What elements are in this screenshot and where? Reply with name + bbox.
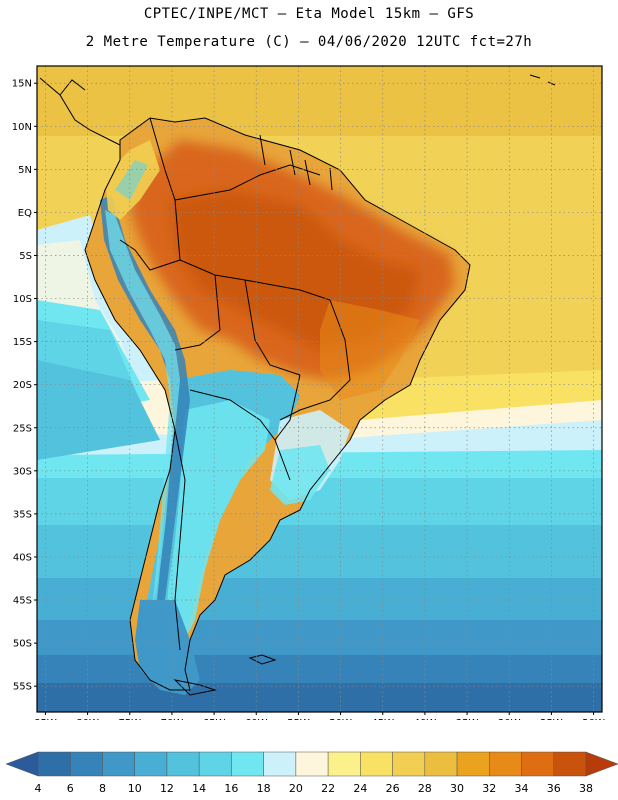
legend-swatch	[295, 751, 329, 777]
legend-label: 32	[482, 782, 496, 795]
lat-label: 5N	[18, 165, 32, 176]
legend-swatch	[424, 751, 458, 777]
legend-swatch	[392, 751, 426, 777]
lon-label: 85W	[34, 718, 57, 720]
title-line-2: 2 Metre Temperature (C) – 04/06/2020 12U…	[85, 34, 533, 50]
legend-label: 30	[450, 782, 464, 795]
legend-label: 4	[35, 782, 42, 795]
legend-label: 18	[257, 782, 271, 795]
lon-label: 55W	[287, 718, 310, 720]
legend-swatch	[521, 751, 555, 777]
lat-label: 55S	[13, 682, 32, 693]
lon-label: 80W	[76, 718, 99, 720]
legend-label: 36	[547, 782, 561, 795]
longitude-labels: 85W 80W 75W 70W 65W 60W 55W 50W 45W 40W 35W 30W 25W 2…	[34, 712, 605, 720]
legend-label: 14	[192, 782, 206, 795]
temperature-field	[37, 66, 602, 712]
legend-label: 12	[160, 782, 174, 795]
lon-label: 25W	[540, 718, 563, 720]
legend-label: 10	[128, 782, 142, 795]
lat-label: 15S	[13, 337, 32, 348]
lat-label: 10N	[12, 122, 32, 133]
legend-swatch	[489, 751, 522, 777]
legend-swatch	[553, 751, 587, 777]
lon-label: 60W	[245, 718, 268, 720]
lon-label: 30W	[498, 718, 521, 720]
legend-label: 6	[67, 782, 74, 795]
temperature-map: 15N 10N 5N EQ 5S 10S 15S 20S 25S 30S 35S 40S 45S 50S 5…	[12, 65, 605, 720]
lat-label: EQ	[18, 208, 32, 219]
lat-label: 10S	[13, 294, 32, 305]
lat-label: 40S	[13, 552, 32, 563]
latitude-labels: 15N 10N 5N EQ 5S 10S 15S 20S 25S 30S 35S 40S 45S 50S 5…	[12, 79, 37, 693]
country-borders	[39, 74, 556, 696]
lon-label: 40W	[414, 718, 437, 720]
lat-label: 15N	[12, 79, 32, 90]
legend-label: 28	[418, 782, 432, 795]
legend-label: 22	[321, 782, 335, 795]
legend-swatch	[198, 751, 232, 777]
legend-swatch	[456, 751, 490, 777]
legend-swatch	[69, 751, 103, 777]
lat-label: 5S	[19, 251, 32, 262]
legend-high-arrow	[585, 751, 618, 777]
color-legend: 4 6 8 10 12 14 16 18 20 22 24 26 28 30 32 34 36 38	[5, 751, 618, 795]
legend-label: 38	[579, 782, 593, 795]
lon-label: 70W	[161, 718, 184, 720]
legend-label: 8	[99, 782, 106, 795]
legend-swatch	[37, 751, 71, 777]
legend-label: 34	[515, 782, 529, 795]
lat-label: 45S	[13, 596, 32, 607]
legend-swatch	[263, 751, 297, 777]
legend-swatch	[327, 751, 361, 777]
lon-label: 20W	[582, 718, 605, 720]
legend-low-arrow	[5, 751, 39, 777]
legend-swatch	[166, 751, 200, 777]
title-line-1: CPTEC/INPE/MCT – Eta Model 15km – GFS	[143, 6, 475, 22]
lon-label: 50W	[329, 718, 352, 720]
legend-swatch	[102, 751, 135, 777]
lon-label: 45W	[371, 718, 394, 720]
legend-swatch	[231, 751, 264, 777]
lat-label: 20S	[13, 380, 32, 391]
lat-label: 35S	[13, 509, 32, 520]
legend-swatch	[134, 751, 168, 777]
lat-label: 25S	[13, 423, 32, 434]
andes-cold-ridge	[100, 195, 190, 670]
legend-label: 26	[386, 782, 400, 795]
map-frame	[36, 65, 603, 713]
lat-label: 50S	[13, 639, 32, 650]
lat-label: 30S	[13, 466, 32, 477]
legend-swatch	[360, 751, 393, 777]
legend-label: 24	[353, 782, 367, 795]
lon-label: 75W	[118, 718, 141, 720]
legend-label: 20	[289, 782, 303, 795]
lon-label: 35W	[456, 718, 479, 720]
legend-label: 16	[224, 782, 238, 795]
lon-label: 65W	[203, 718, 226, 720]
